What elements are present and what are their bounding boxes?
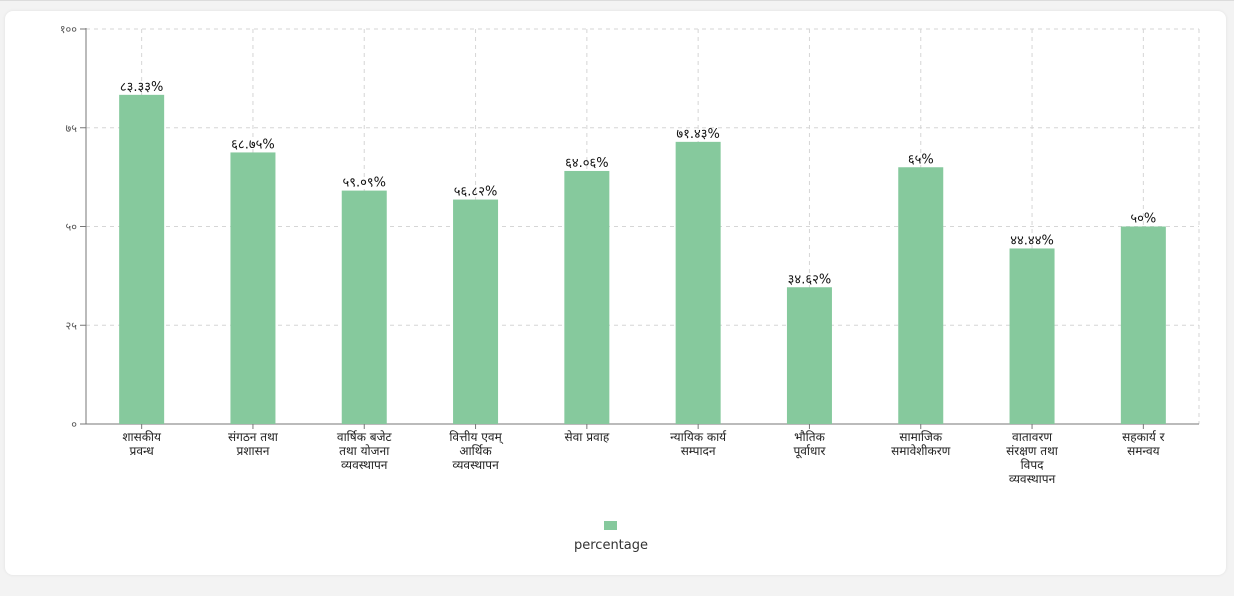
bar-value-label: ४४.४४% <box>1010 233 1054 248</box>
bar[interactable] <box>898 167 944 424</box>
x-tick-label-line: तथा योजना <box>339 444 390 458</box>
bar-value-label: ६४.०६% <box>565 156 609 171</box>
y-tick-label: ५० <box>66 221 78 234</box>
bar[interactable] <box>786 287 832 424</box>
x-tick-label-line: सामाजिक <box>899 430 943 444</box>
x-tick-label-line: सेवा प्रवाह <box>565 430 610 444</box>
y-tick-label: ७५ <box>66 122 78 135</box>
x-tick-label: वित्तीय एवम् आर्थिक व्यवस्थापन <box>449 430 503 472</box>
bar-value-label: ७१.४३% <box>676 127 720 142</box>
bar[interactable] <box>1120 226 1166 425</box>
legend-swatch[interactable] <box>604 521 617 530</box>
x-tick-label: सहकार्य र समन्वय <box>1122 430 1166 458</box>
x-tick-label-line: न्यायिक कार्य <box>670 430 727 444</box>
x-tick-label: वार्षिक बजेट तथा योजना व्यवस्थापन <box>337 430 393 472</box>
x-tick-label-line: भौतिक <box>794 430 825 444</box>
x-tick-label-line: शासकीय <box>122 430 162 444</box>
legend-label[interactable]: percentage <box>574 538 648 553</box>
x-tick-label: न्यायिक कार्य सम्पादन <box>670 430 727 458</box>
y-tick-label: २५ <box>66 319 78 332</box>
x-tick-label: भौतिक पूर्वाधार <box>793 430 826 459</box>
x-tick-label-line: व्यवस्थापन <box>452 458 499 472</box>
bar-value-label: ५६.८२% <box>454 185 498 200</box>
bar-value-label: ६५% <box>908 152 934 167</box>
bar[interactable] <box>341 190 387 424</box>
bar[interactable] <box>453 199 499 424</box>
x-tick-label-line: सहकार्य र <box>1122 430 1166 444</box>
x-tick-label-line: समावेशीकरण <box>891 444 950 458</box>
x-tick-label-line: वार्षिक बजेट <box>337 430 393 444</box>
top-divider <box>0 0 1234 1</box>
x-tick-label-line: प्रशासन <box>237 444 270 458</box>
x-tick-label-line: विपद <box>1021 458 1045 472</box>
bars <box>119 94 1166 425</box>
bar[interactable] <box>1009 248 1055 424</box>
bar-value-label: ५९.०९% <box>342 176 386 191</box>
x-tick-label-line: वातावरण <box>1012 430 1052 444</box>
bar[interactable] <box>230 152 276 424</box>
bar-value-label: ५०% <box>1130 212 1156 227</box>
x-tick-label-line: सम्पादन <box>681 444 716 458</box>
bar[interactable] <box>564 170 610 424</box>
legend: percentage <box>574 521 648 553</box>
bar[interactable] <box>119 94 165 424</box>
bar-value-label: ३४.६२% <box>788 272 832 287</box>
y-tick-label: १०० <box>60 23 77 36</box>
bar-value-label: ८३.३३% <box>120 80 164 95</box>
x-tick-label-line: प्रवन्ध <box>130 444 155 458</box>
y-tick-label: ० <box>71 418 77 431</box>
x-tick-label-line: व्यवस्थापन <box>341 458 388 472</box>
x-tick-label-line: संगठन तथा <box>228 430 279 444</box>
x-tick-label-line: व्यवस्थापन <box>1009 472 1056 486</box>
labels: ८३.३३% शासकीय प्रवन्ध ६८.७५% संगठन तथा प्रशास… <box>120 80 1166 486</box>
bar[interactable] <box>675 141 721 424</box>
x-tick-label: संगठन तथा प्रशासन <box>228 430 279 458</box>
x-tick-label-line: संरक्षण तथा <box>1006 444 1059 458</box>
x-tick-label: वातावरण संरक्षण तथा विपद व्यवस्थापन <box>1006 430 1059 486</box>
bar-value-label: ६८.७५% <box>231 137 275 152</box>
x-tick-label: शासकीय प्रवन्ध <box>122 430 162 458</box>
x-tick-label: सेवा प्रवाह <box>565 430 610 444</box>
x-tick-label-line: पूर्वाधार <box>793 444 826 459</box>
x-tick-label: सामाजिक समावेशीकरण <box>891 430 950 458</box>
x-tick-label-line: आर्थिक <box>459 444 492 458</box>
x-tick-label-line: समन्वय <box>1127 444 1161 458</box>
x-tick-label-line: वित्तीय एवम् <box>449 430 503 445</box>
